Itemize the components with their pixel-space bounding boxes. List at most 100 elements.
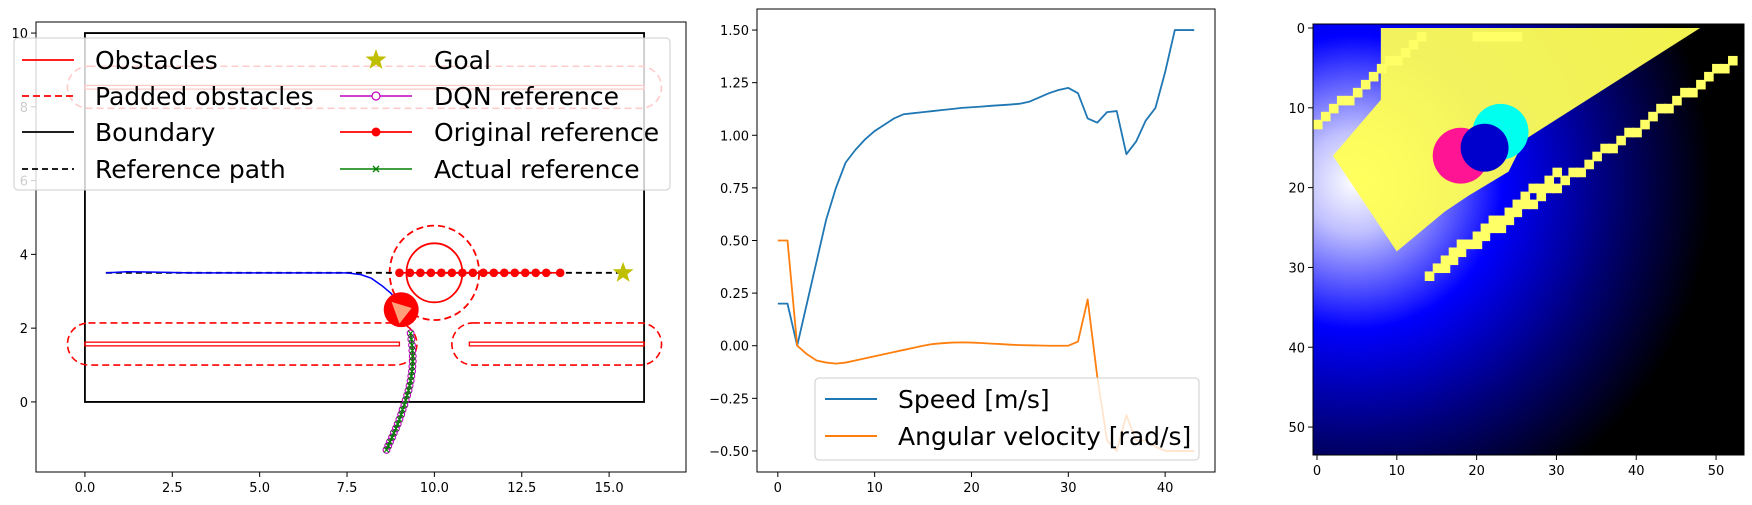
heatmap-obstacle-cell <box>1488 223 1499 234</box>
heatmap-obstacle-cell <box>1432 263 1443 274</box>
obstacle-1 <box>468 341 645 347</box>
heatmap-obstacle-cell <box>1488 215 1499 226</box>
heatmap-obstacle-cell <box>1528 199 1539 210</box>
velocity-x-tick-label: 30 <box>1060 481 1077 496</box>
heatmap-obstacle-cell <box>1480 31 1491 42</box>
heatmap-obstacle-cell <box>1313 119 1323 130</box>
heatmap-obstacle-cell <box>1608 143 1618 154</box>
map-x-tick-label: 10.0 <box>420 481 449 496</box>
heatmap-obstacle-cell <box>1320 111 1331 122</box>
heatmap-x-tick-label: 0 <box>1313 464 1321 479</box>
actual-reference-point <box>402 397 409 404</box>
heatmap-obstacle-cell <box>1696 79 1706 90</box>
heatmap-obstacle-cell <box>1720 63 1730 74</box>
heatmap-obstacle-cell <box>1520 191 1531 202</box>
heatmap-obstacle-cell <box>1504 31 1515 42</box>
actual-reference-point <box>406 382 413 389</box>
heatmap-obstacle-cell <box>1480 231 1491 242</box>
heatmap-obstacle-cell <box>1536 191 1547 202</box>
map-legend-item: Boundary <box>22 118 216 147</box>
heatmap-obstacle-cell <box>1416 31 1427 42</box>
actual-reference-point <box>398 411 405 418</box>
heatmap-obstacle-cell <box>1520 199 1531 210</box>
heatmap-y-tick-label: 50 <box>1288 421 1305 436</box>
robot-path-line <box>105 270 402 310</box>
heatmap-x-tick-label: 20 <box>1468 464 1485 479</box>
map-legend-item: Reference path <box>22 155 286 184</box>
heatmap-y-tick-label: 30 <box>1288 261 1305 276</box>
heatmap-y-tick-label: 10 <box>1288 102 1305 117</box>
heatmap-obstacle-cell <box>1496 31 1507 42</box>
heatmap-obstacle-cell <box>1504 215 1515 226</box>
map-legend-item: Obstacles <box>22 46 218 75</box>
original-reference-point <box>520 268 530 278</box>
padded-obstacle-1 <box>451 322 663 366</box>
heatmap-obstacle-cell <box>1568 167 1578 178</box>
series-line-speed <box>777 29 1195 347</box>
dqn-reference-point <box>384 441 393 450</box>
actual-reference-point <box>408 336 415 343</box>
heatmap-obstacle-cell <box>1384 55 1395 66</box>
actual-reference-point <box>408 373 415 380</box>
velocity-y-tick-label: 0.25 <box>720 287 749 302</box>
heatmap-obstacle-cell <box>1448 247 1459 258</box>
heatmap-obstacle-cell <box>1512 31 1523 42</box>
heatmap-obstacle-cell <box>1456 239 1467 250</box>
obstacle-0 <box>84 341 401 347</box>
heatmap-obstacle-cell <box>1504 207 1515 218</box>
map-legend-label: Padded obstacles <box>95 82 314 111</box>
actual-reference-point <box>409 347 416 354</box>
actual-reference-point <box>409 342 416 349</box>
robot-heading <box>391 301 412 324</box>
original-reference-point <box>555 268 565 278</box>
heatmap-obstacle-cell <box>1712 63 1722 74</box>
map-legend-item: Padded obstacles <box>22 82 314 111</box>
heatmap-obstacle-cell <box>1352 87 1363 98</box>
heatmap-obstacle-cell <box>1544 183 1555 194</box>
heatmap-obstacle-cell <box>1656 103 1666 114</box>
heatmap-obstacle-cell <box>1336 95 1347 106</box>
map-x-tick-label: 2.5 <box>162 481 183 496</box>
heatmap-obstacle-cell <box>1552 183 1563 194</box>
heatmap-obstacle-cell <box>1664 103 1674 114</box>
heatmap-image <box>1313 24 1744 455</box>
velocity-x-tick-label: 0 <box>774 481 782 496</box>
heatmap-obstacle-cell <box>1440 263 1451 274</box>
heatmap-y-tick-label: 20 <box>1288 182 1305 197</box>
heatmap-obstacle-cell <box>1344 95 1355 106</box>
velocity-y-tick-label: −0.50 <box>709 445 749 460</box>
heatmap-obstacle-cell <box>1648 111 1658 122</box>
original-reference-point <box>395 268 404 278</box>
goal-star <box>612 261 634 282</box>
heatmap-panel: 0 10 20 30 40 50 0 10 20 30 40 50 <box>1288 22 1745 479</box>
original-reference-point <box>499 268 509 278</box>
heatmap-obstacle-cell <box>1472 239 1483 250</box>
velocity-legend-item: Angular velocity [rad/s] <box>825 422 1191 451</box>
heatmap-obstacle-cell <box>1328 103 1339 114</box>
velocity-legend: Speed [m/s] Angular velocity [rad/s] <box>814 377 1200 461</box>
original-reference-point <box>447 268 457 278</box>
heatmap-obstacle-cell <box>1704 71 1714 82</box>
velocity-x-tick-label: 20 <box>963 481 980 496</box>
actual-reference-point <box>390 429 397 436</box>
heatmap-y-tick-label: 0 <box>1297 22 1305 37</box>
heatmap-x-tick-label: 30 <box>1548 464 1565 479</box>
heatmap-obstacle-cell <box>1680 87 1690 98</box>
map-axes-frame <box>35 21 687 473</box>
heatmap-obstacle-cell <box>1408 39 1419 50</box>
map-legend-label: Original reference <box>434 118 659 147</box>
heatmap-obstacle-cell <box>1592 151 1602 162</box>
map-legend-item: Goal <box>365 46 491 75</box>
heatmap-obstacle-cell <box>1616 135 1626 146</box>
actual-reference-point <box>392 425 399 432</box>
heatmap-obstacle-cell <box>1624 127 1634 138</box>
heatmap-x-tick-label: 10 <box>1389 464 1406 479</box>
actual-reference-point <box>405 387 412 394</box>
legend-marker <box>372 165 380 173</box>
velocity-y-tick-label: 0.75 <box>720 182 749 197</box>
padded-obstacle-0 <box>66 322 418 366</box>
map-x-tick-label: 12.5 <box>507 481 536 496</box>
heatmap-obstacle-cell <box>1544 175 1555 186</box>
actual-reference-point <box>389 434 396 441</box>
